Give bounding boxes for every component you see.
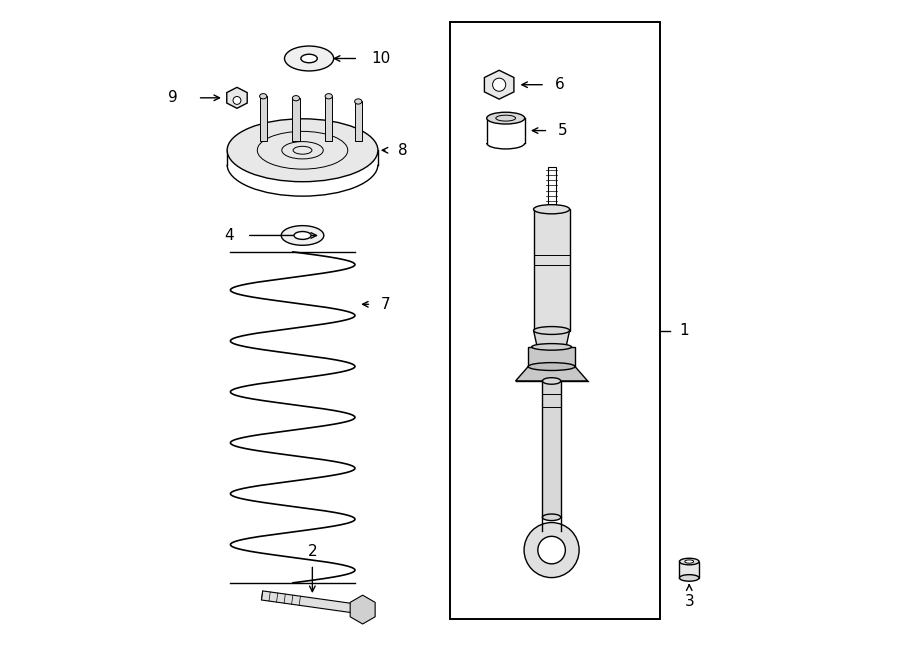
Bar xyxy=(528,347,575,367)
Text: 1: 1 xyxy=(680,323,689,338)
Text: 4: 4 xyxy=(224,228,234,243)
Polygon shape xyxy=(261,591,364,614)
Circle shape xyxy=(233,97,241,104)
Circle shape xyxy=(492,78,506,91)
Bar xyxy=(292,98,300,141)
Ellipse shape xyxy=(284,46,334,71)
Text: 2: 2 xyxy=(308,544,317,559)
Text: 3: 3 xyxy=(684,594,694,609)
Ellipse shape xyxy=(532,344,572,350)
Ellipse shape xyxy=(487,112,525,124)
Ellipse shape xyxy=(534,205,570,214)
Ellipse shape xyxy=(543,377,561,384)
Text: 9: 9 xyxy=(168,91,178,105)
Text: 10: 10 xyxy=(372,51,391,66)
Ellipse shape xyxy=(301,54,318,63)
Ellipse shape xyxy=(294,231,311,239)
Bar xyxy=(680,562,699,578)
Polygon shape xyxy=(350,595,375,624)
Ellipse shape xyxy=(685,560,694,563)
Polygon shape xyxy=(227,87,248,108)
Ellipse shape xyxy=(325,94,332,99)
Ellipse shape xyxy=(355,99,362,104)
Text: 8: 8 xyxy=(398,143,407,158)
Bar xyxy=(534,210,570,330)
Polygon shape xyxy=(484,70,514,99)
Polygon shape xyxy=(534,330,570,347)
Circle shape xyxy=(524,523,579,578)
Bar xyxy=(259,97,266,141)
Ellipse shape xyxy=(292,96,300,101)
Text: 6: 6 xyxy=(555,77,564,92)
Bar xyxy=(355,102,362,141)
Bar xyxy=(543,381,561,518)
Ellipse shape xyxy=(680,559,699,564)
Bar xyxy=(325,97,332,141)
Polygon shape xyxy=(516,367,588,381)
Ellipse shape xyxy=(534,327,570,334)
Text: 5: 5 xyxy=(558,123,568,138)
Bar xyxy=(450,22,660,619)
Circle shape xyxy=(538,536,565,564)
Ellipse shape xyxy=(281,225,324,245)
Bar xyxy=(548,167,555,210)
Ellipse shape xyxy=(528,363,575,370)
Ellipse shape xyxy=(227,119,378,182)
Ellipse shape xyxy=(680,574,699,581)
Text: 7: 7 xyxy=(382,297,391,312)
Ellipse shape xyxy=(259,94,266,99)
Ellipse shape xyxy=(543,514,561,521)
